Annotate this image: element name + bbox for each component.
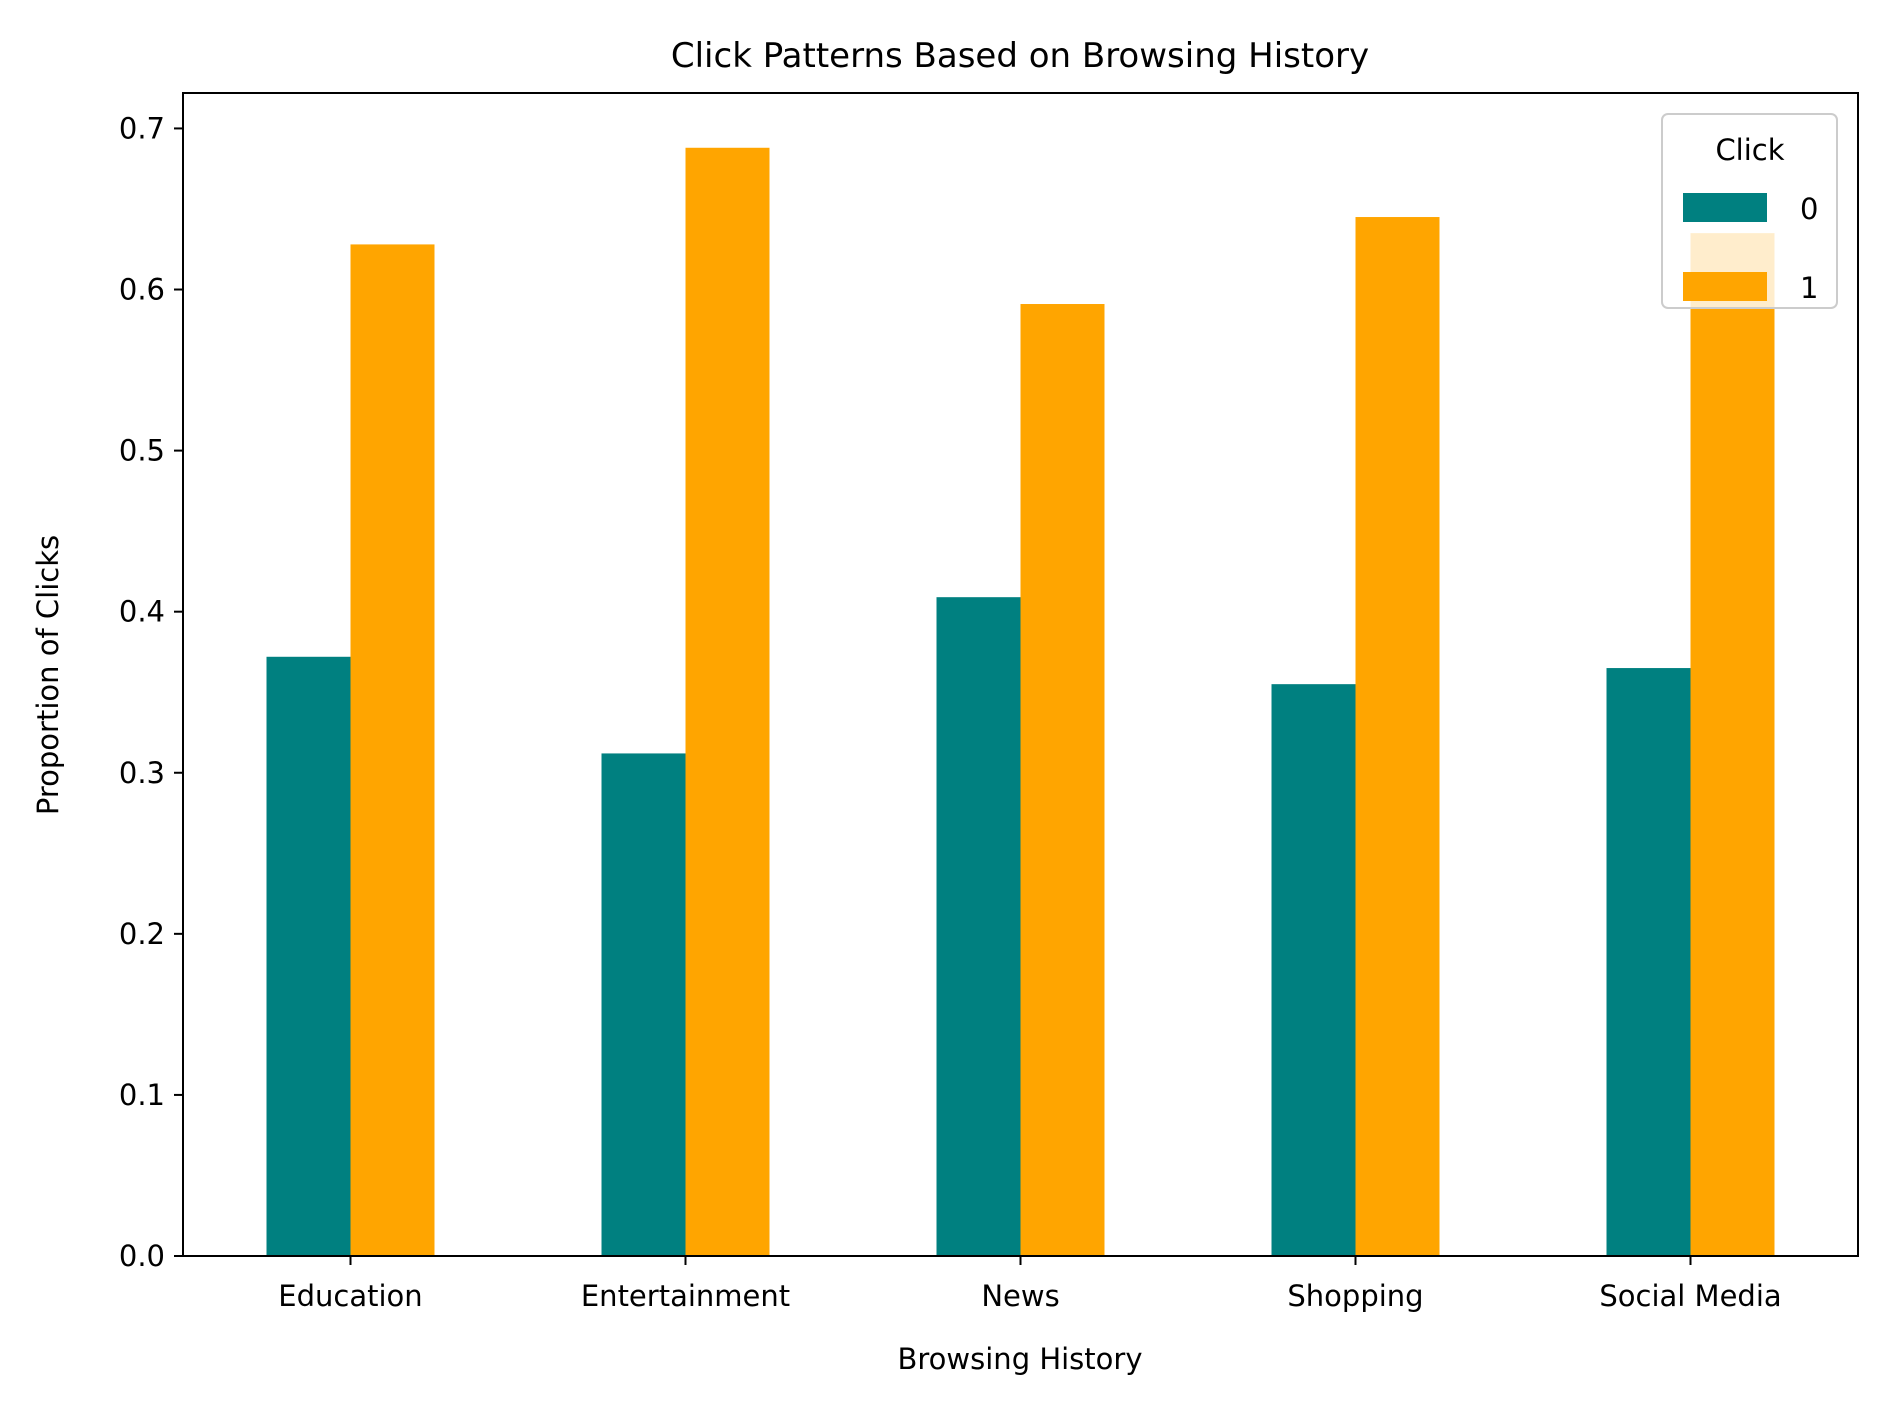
bars-group [266,147,1775,1256]
y-tick-label: 0.4 [119,595,165,629]
y-tick-label: 0.7 [119,111,165,145]
x-tick-label: Education [278,1279,422,1313]
x-tick-label: Shopping [1287,1279,1423,1313]
x-tick-label: News [981,1279,1059,1313]
bar-social-media-series-0 [1606,668,1691,1256]
y-tick-label: 0.1 [119,1078,165,1112]
chart-title: Click Patterns Based on Browsing History [671,36,1369,76]
x-tick-label: Entertainment [581,1279,790,1313]
legend-swatch-series-0 [1683,193,1767,222]
bar-education-series-1 [350,244,435,1256]
bar-entertainment-series-0 [601,753,686,1256]
legend-entries: 01 [1683,192,1818,305]
bar-news-series-1 [1020,304,1105,1256]
bar-shopping-series-0 [1271,684,1356,1256]
y-axis-label: Proportion of Clicks [31,535,65,815]
bar-news-series-0 [936,597,1021,1256]
bar-entertainment-series-1 [685,147,770,1256]
bar-social-media-series-1 [1690,233,1775,1256]
bar-shopping-series-1 [1355,217,1440,1256]
y-tick-label: 0.0 [119,1239,165,1273]
y-tick-label: 0.6 [119,273,165,307]
legend-label-series-0: 0 [1800,192,1818,226]
x-tick-label: Social Media [1599,1279,1781,1313]
legend-title: Click [1715,133,1784,167]
legend-label-series-1: 1 [1800,271,1818,305]
y-tick-label: 0.2 [119,917,165,951]
bar-education-series-0 [266,656,351,1256]
axes-frame [182,92,1859,1257]
legend-swatch-series-1 [1683,272,1767,301]
legend: Click 01 [1661,113,1838,309]
ticks-group: Education Entertainment News Shopping Social… [119,111,1782,1313]
x-axis-label: Browsing History [898,1342,1143,1376]
y-tick-label: 0.5 [119,434,165,468]
y-tick-label: 0.3 [119,756,165,790]
